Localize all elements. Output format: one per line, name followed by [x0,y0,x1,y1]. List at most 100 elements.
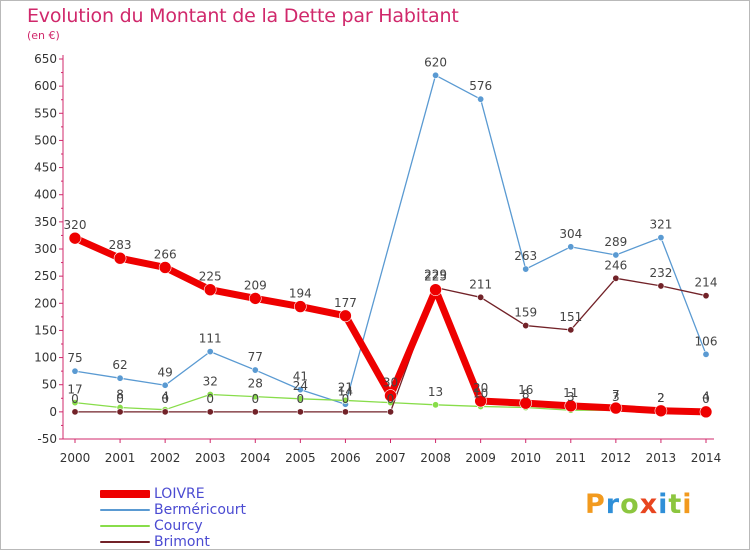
legend-item-brimont: Brimont [100,534,210,550]
unit-label: (en €) [27,29,60,42]
data-point-brimont [612,274,620,282]
data-label-courcy: 4 [161,390,169,404]
y-tick-label: -50 [37,432,57,446]
legend-swatch [100,541,150,543]
x-tick-label: 2001 [105,451,136,465]
data-point-bermericourt [702,350,710,358]
data-point-brimont [657,282,665,290]
logo-letter: r [605,489,621,520]
proxiti-logo: Proxiti [585,489,693,520]
x-tick-label: 2011 [556,451,587,465]
data-point-loivre [519,396,533,410]
data-label-brimont: 229 [424,268,447,282]
logo-letter: P [585,489,606,520]
legend-item-loivre: LOIVRE [100,486,205,502]
data-label-bermericourt: 49 [158,365,173,379]
legend-swatch [100,509,150,511]
data-point-loivre [203,283,217,297]
data-label-courcy: 4 [702,390,710,404]
legend-swatch [100,490,150,498]
x-tick-label: 2005 [285,451,316,465]
data-label-brimont: 0 [342,392,350,406]
data-label-courcy: 8 [522,388,530,402]
data-point-loivre [384,389,397,402]
data-point-bermericourt [116,374,124,382]
data-point-loivre [113,251,127,265]
data-label-brimont: 0 [71,392,79,406]
data-point-loivre [339,309,352,323]
data-label-bermericourt: 14 [338,384,353,398]
data-label-loivre: 177 [334,296,357,310]
data-label-loivre: 7 [612,388,620,402]
data-point-bermericourt [432,71,440,79]
data-point-courcy [206,390,214,398]
legend-swatch [100,525,150,527]
data-label-brimont: 246 [604,258,627,272]
y-tick-label: 600 [34,79,57,93]
data-label-bermericourt: 304 [559,227,582,241]
data-label-brimont: 232 [649,266,672,280]
data-point-bermericourt [161,381,169,389]
data-point-brimont [206,408,214,416]
data-label-bermericourt: 75 [67,351,82,365]
data-label-courcy: 21 [338,380,353,394]
data-point-brimont [341,408,349,416]
data-label-brimont: 0 [116,392,124,406]
data-label-bermericourt: 321 [649,218,672,232]
logo-letter: i [658,489,669,520]
data-point-loivre [294,300,307,313]
data-label-loivre: 20 [473,381,488,395]
data-label-bermericourt: 111 [199,332,222,346]
data-label-courcy: 13 [428,385,443,399]
data-point-brimont [251,408,259,416]
x-tick-label: 2012 [601,451,632,465]
y-tick-label: 250 [34,269,57,283]
data-label-loivre: 16 [518,383,533,397]
data-point-brimont [71,408,79,416]
data-label-courcy: 8 [116,388,124,402]
y-tick-label: 100 [34,351,57,365]
data-point-loivre [564,399,578,413]
data-label-loivre: 0 [702,392,710,406]
x-tick-label: 2013 [646,451,677,465]
data-label-loivre: 225 [424,270,447,284]
data-point-brimont [116,408,124,416]
data-label-loivre: 283 [109,238,132,252]
data-label-brimont: 159 [514,306,537,320]
legend-label: Berméricourt [154,502,247,518]
x-tick-label: 2008 [420,451,451,465]
data-point-loivre [474,394,487,408]
logo-letter: x [639,489,659,520]
data-label-brimont: 0 [251,392,259,406]
data-point-bermericourt [251,366,259,374]
logo-letter: t [668,489,683,520]
data-label-bermericourt: 620 [424,55,447,69]
y-tick-label: 0 [49,405,57,419]
data-point-bermericourt [657,234,665,242]
data-label-bermericourt: 77 [248,350,263,364]
x-tick-label: 2002 [150,451,181,465]
chart-title: Evolution du Montant de la Dette par Hab… [27,5,459,27]
legend-label: Brimont [154,534,210,550]
data-point-bermericourt [522,265,530,273]
legend-label: Courcy [154,518,203,534]
data-label-loivre: 266 [154,247,177,261]
series-line-bermericourt [74,74,707,405]
data-label-brimont: 151 [559,310,582,324]
data-label-bermericourt: 263 [514,249,537,263]
data-label-courcy: 3 [567,390,575,404]
data-label-loivre: 225 [199,270,222,284]
data-point-loivre [654,404,668,418]
data-point-loivre [429,283,442,297]
x-tick-label: 2004 [240,451,271,465]
data-label-loivre: 2 [657,391,665,405]
data-label-courcy: 24 [293,379,308,393]
data-point-brimont [567,326,575,334]
data-label-bermericourt: 62 [112,358,127,372]
y-tick-label: 650 [34,52,57,66]
data-point-courcy [71,399,79,407]
data-label-bermericourt: 41 [293,370,308,384]
y-tick-label: 550 [34,106,57,120]
